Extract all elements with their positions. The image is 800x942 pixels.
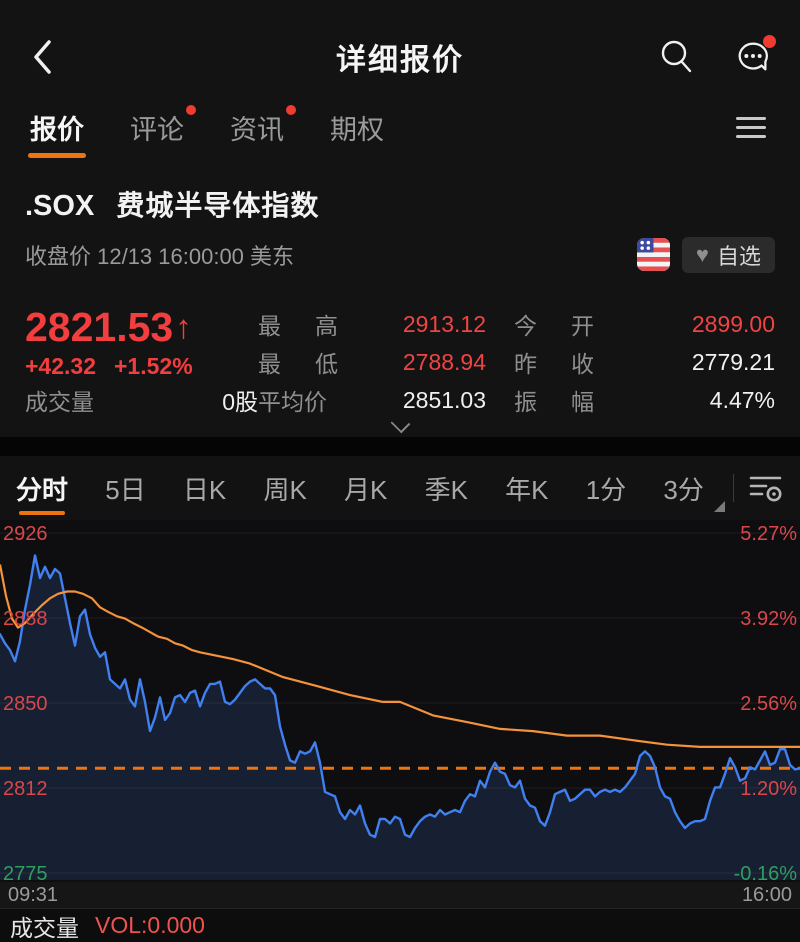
avg-price-line <box>0 564 800 748</box>
main-tabbar: 报价 评论 资讯 期权 <box>0 95 800 160</box>
time-start-label: 09:31 <box>8 883 59 906</box>
notification-badge <box>763 34 776 48</box>
search-icon <box>661 40 692 72</box>
new-content-dot <box>186 105 196 115</box>
y-axis-percent-label: 3.92% <box>740 608 797 630</box>
chart-tab-分时[interactable]: 分时 <box>16 456 68 520</box>
menu-icon <box>736 117 766 120</box>
watchlist-label: 自选 <box>716 243 761 269</box>
stat-label: 昨收 <box>514 351 594 377</box>
y-axis-price-label: 2775 <box>3 863 48 885</box>
y-axis-percent-label: 5.27% <box>740 523 797 545</box>
heart-icon: ♥ <box>695 241 709 267</box>
chart-tab-月K[interactable]: 月K <box>344 474 388 505</box>
stat-label: 振幅 <box>514 389 594 415</box>
stat-value: 2899.00 <box>691 310 775 337</box>
back-chevron-icon <box>34 39 51 74</box>
messages-button[interactable] <box>734 34 776 76</box>
chart-tab-年K[interactable]: 年K <box>505 474 549 505</box>
stat-row: 最高 2913.12 <box>258 305 514 343</box>
stock-info: .SOX 费城半导体指数 收盘价 12/13 16:00:00 美东 <box>0 160 800 285</box>
more-periods-triangle-icon[interactable] <box>714 501 725 512</box>
chat-bubble-icon <box>738 42 768 70</box>
stat-label: 最低 <box>258 351 338 377</box>
tab-报价[interactable]: 报价 <box>28 95 86 160</box>
chart-tab-季K[interactable]: 季K <box>424 474 468 505</box>
section-divider <box>0 437 800 456</box>
stat-value: 2779.21 <box>691 348 775 375</box>
quote-status-line: 收盘价 12/13 16:00:00 美东 <box>25 243 295 269</box>
stat-value: 4.47% <box>709 386 775 413</box>
volume-bar: 成交量 VOL:0.000 <box>0 908 800 942</box>
stat-value: 2851.03 <box>402 386 486 413</box>
stat-row: 平均价 2851.03 <box>258 381 514 419</box>
price-line <box>0 554 800 839</box>
chart-tab-日K[interactable]: 日K <box>182 474 227 505</box>
chart-tab-5日[interactable]: 5日 <box>105 474 146 505</box>
up-arrow-icon: ↑ <box>175 308 192 345</box>
chart-tab-1分[interactable]: 1分 <box>585 474 627 505</box>
y-axis-price-label: 2850 <box>3 693 48 715</box>
last-price: 2821.53 ↑ <box>25 304 192 350</box>
tab-期权[interactable]: 期权 <box>330 115 384 145</box>
back-button[interactable] <box>28 39 62 74</box>
footer-vol-value: VOL:0.000 <box>95 912 205 938</box>
tab-divider <box>733 474 734 502</box>
y-axis-percent-label: 2.56% <box>740 693 797 715</box>
stat-label: 今开 <box>514 313 594 339</box>
stock-name: 费城半导体指数 <box>116 190 320 221</box>
indicator-settings-button[interactable] <box>748 471 784 505</box>
active-chart-tab-underline <box>19 511 65 515</box>
active-tab-underline <box>28 153 86 158</box>
indicator-settings-icon <box>749 476 782 502</box>
new-content-dot <box>286 105 296 115</box>
tab-评论[interactable]: 评论 <box>130 95 196 160</box>
y-axis-percent-label: -0.16% <box>734 863 798 885</box>
volume-value: 0股 <box>222 389 258 415</box>
price-change: +42.32 <box>25 353 96 379</box>
expand-quote-button[interactable] <box>0 413 800 434</box>
chart-period-tabbar: 分时 5日 日K 周K 月K 季K 年K 1分 3分 <box>0 456 800 520</box>
y-axis-percent-label: 1.20% <box>740 778 797 800</box>
stat-label: 最高 <box>258 313 338 339</box>
search-button[interactable] <box>658 38 696 76</box>
stat-value: 2788.94 <box>402 348 486 375</box>
add-watchlist-button[interactable]: ♥ 自选 <box>681 236 775 273</box>
stat-row: 振幅 4.47% <box>514 381 775 419</box>
time-end-label: 16:00 <box>741 883 792 906</box>
chart-tab-周K[interactable]: 周K <box>263 474 307 505</box>
chart-tab-3分[interactable]: 3分 <box>663 474 704 505</box>
quote-panel: 2821.53 ↑ +42.32 +1.52% 成交量 0股 最高 2913.12 最… <box>0 285 800 437</box>
price-area-fill <box>0 555 800 880</box>
stat-row: 昨收 2779.21 <box>514 343 775 381</box>
price-change-pct: +1.52% <box>114 353 193 379</box>
y-axis-price-label: 2926 <box>3 523 48 545</box>
intraday-chart[interactable]: 2926 5.27% 2888 3.92% 2850 2.56% 2812 1.20% 2775… <box>0 520 800 885</box>
header: 详细报价 <box>0 0 800 95</box>
time-axis: 09:31 16:00 <box>0 882 800 908</box>
menu-button[interactable] <box>732 113 770 142</box>
y-axis-price-label: 2888 <box>3 608 48 630</box>
tab-资讯[interactable]: 资讯 <box>230 95 296 160</box>
stock-symbol: .SOX <box>25 190 95 222</box>
footer-volume-label: 成交量 <box>10 914 79 941</box>
y-axis-price-label: 2812 <box>3 778 48 800</box>
stat-row: 最低 2788.94 <box>258 343 514 381</box>
volume-label: 成交量 <box>25 389 94 415</box>
stat-value: 2913.12 <box>402 310 486 337</box>
stat-row: 今开 2899.00 <box>514 305 775 343</box>
stat-label: 平均价 <box>258 389 327 415</box>
us-flag-icon <box>636 238 670 271</box>
